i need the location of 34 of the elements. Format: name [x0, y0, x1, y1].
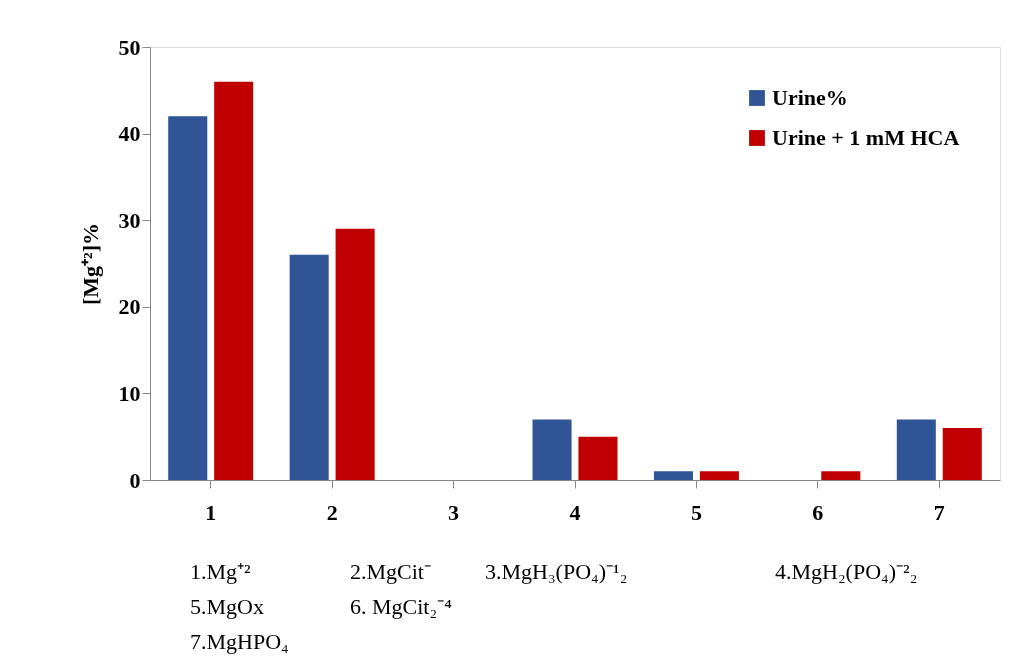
text: 1.Mg⁺² [190, 559, 252, 584]
x-tick-label: 4 [569, 499, 581, 525]
y-axis-title: [Mg⁺²]% [77, 222, 103, 306]
x-tick-label: 3 [448, 499, 460, 525]
text: 3.MgH₃(PO₄)⁻¹₂ [485, 559, 628, 584]
text: 4.MgH₂(PO₄)⁻²₂ [775, 559, 918, 584]
y-tick-label: 20 [118, 294, 141, 320]
bar [942, 428, 982, 480]
y-tick-label: 50 [118, 34, 141, 60]
text: 2.MgCit⁻ [350, 559, 431, 584]
y-tick-label: 10 [118, 380, 141, 406]
text: 6. MgCit₂⁻⁴ [350, 594, 453, 619]
x-tick-label: 1 [205, 499, 217, 525]
x-tick-label: 5 [690, 499, 702, 525]
bar [335, 228, 375, 480]
bar [214, 81, 254, 480]
legend-label: Urine + 1 mM HCA [772, 125, 960, 150]
bar [821, 471, 861, 480]
bar [532, 419, 572, 480]
legend-label: Urine% [772, 85, 848, 110]
x-tick-label: 7 [933, 499, 945, 525]
bar [578, 436, 618, 480]
bar [699, 471, 739, 480]
text: 5.MgOx [190, 594, 264, 619]
bar [896, 419, 936, 480]
x-tick-label: 6 [812, 499, 824, 525]
y-tick-label: 30 [118, 207, 141, 233]
bar [168, 116, 208, 480]
y-tick-label: 40 [118, 121, 141, 147]
text: 7.MgHPO₄ [190, 629, 289, 654]
bar [289, 254, 329, 480]
x-tick-label: 2 [326, 499, 338, 525]
y-tick-label: 0 [129, 467, 141, 493]
bar [653, 471, 693, 480]
